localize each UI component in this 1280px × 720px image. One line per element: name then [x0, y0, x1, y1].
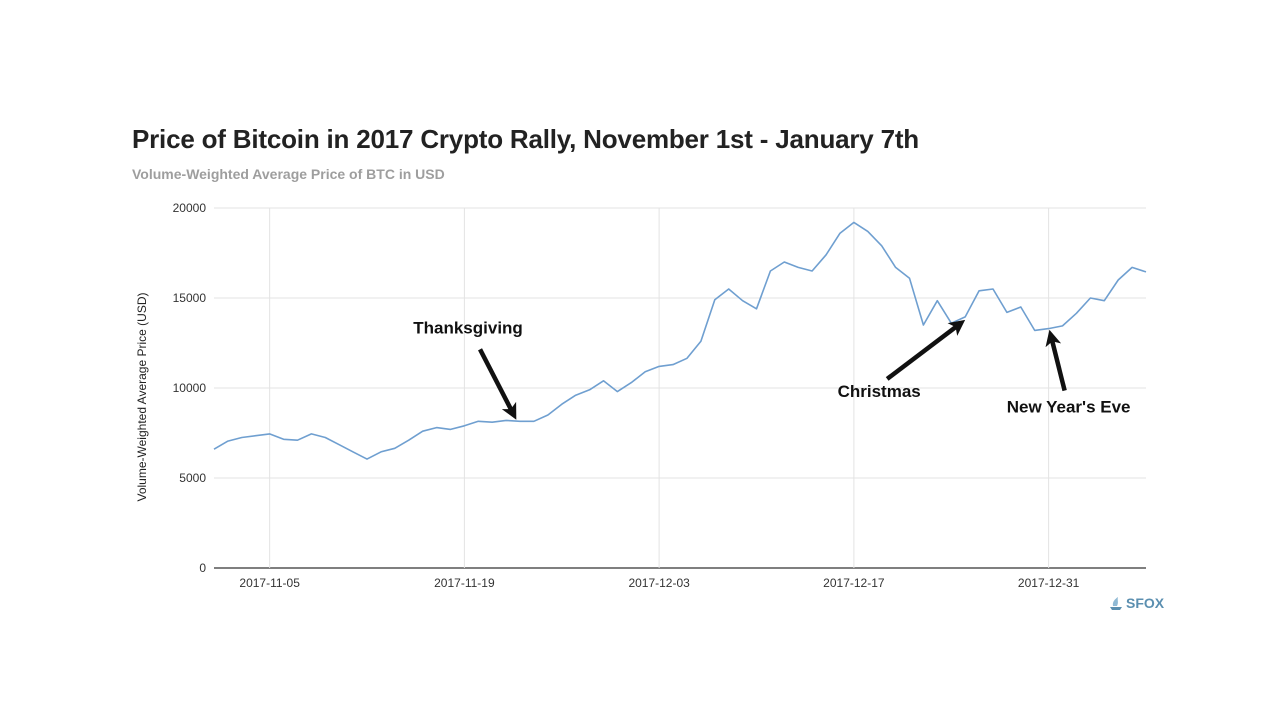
chart-subtitle: Volume-Weighted Average Price of BTC in …	[132, 166, 445, 182]
x-tick-label: 2017-12-31	[1018, 576, 1080, 590]
x-tick-label: 2017-12-03	[628, 576, 690, 590]
x-tick-label: 2017-11-05	[239, 576, 300, 590]
y-tick-label: 10000	[173, 381, 207, 395]
y-axis-label: Volume-Weighted Average Price (USD)	[135, 293, 149, 502]
annotation-new-year-s-eve: New Year's Eve	[1007, 329, 1131, 417]
annotations: Thanksgiving Christmas New Year's Eve	[413, 318, 1131, 420]
annotation-arrow	[478, 348, 517, 420]
x-tick-label: 2017-11-19	[434, 576, 495, 590]
annotation-christmas: Christmas	[838, 319, 966, 401]
annotation-arrow	[885, 319, 966, 381]
x-axis-ticks: 2017-11-05 2017-11-19 2017-12-03 2017-12-17…	[239, 576, 1079, 590]
sfox-logo: SFOX	[1108, 595, 1164, 611]
y-axis-ticks: 0 5000 10000 15000 20000	[173, 201, 207, 575]
annotation-label: New Year's Eve	[1007, 398, 1131, 417]
y-tick-label: 20000	[173, 201, 207, 215]
annotation-label: Christmas	[838, 382, 921, 401]
annotation-label: Thanksgiving	[413, 318, 523, 337]
annotation-thanksgiving: Thanksgiving	[413, 318, 523, 420]
y-tick-label: 5000	[179, 471, 206, 485]
chart-title: Price of Bitcoin in 2017 Crypto Rally, N…	[132, 124, 919, 154]
sfox-logo-icon	[1110, 597, 1122, 610]
btc-price-line	[213, 221, 1147, 460]
y-tick-label: 0	[199, 561, 206, 575]
annotation-arrow	[1045, 329, 1067, 392]
grid-lines	[214, 207, 1146, 569]
x-tick-label: 2017-12-17	[823, 576, 885, 590]
y-tick-label: 15000	[173, 291, 207, 305]
sfox-logo-text: SFOX	[1126, 595, 1165, 611]
